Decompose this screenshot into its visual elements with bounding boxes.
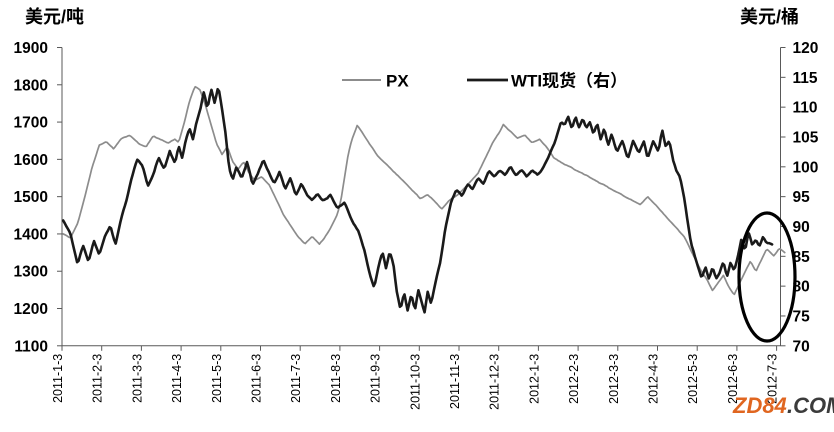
svg-text:2011-9-3: 2011-9-3 — [369, 354, 383, 403]
svg-text:2012-3-3: 2012-3-3 — [607, 354, 621, 404]
svg-text:2011-6-3: 2011-6-3 — [250, 354, 264, 403]
svg-text:1800: 1800 — [14, 77, 48, 94]
svg-text:1700: 1700 — [14, 115, 48, 132]
svg-text:.COM: .COM — [787, 393, 834, 418]
svg-text:2011-3-3: 2011-3-3 — [130, 354, 144, 403]
svg-text:2011-5-3: 2011-5-3 — [210, 354, 224, 403]
svg-text:2011-11-3: 2011-11-3 — [448, 354, 462, 409]
svg-text:2011-4-3: 2011-4-3 — [170, 354, 184, 403]
svg-text:75: 75 — [793, 308, 811, 325]
svg-text:100: 100 — [793, 159, 819, 176]
svg-text:120: 120 — [793, 40, 819, 57]
svg-text:PX: PX — [386, 72, 409, 91]
svg-text:95: 95 — [793, 189, 811, 206]
svg-text:美元/桶: 美元/桶 — [740, 6, 799, 27]
svg-text:WTI现货（右）: WTI现货（右） — [511, 71, 627, 91]
svg-text:1100: 1100 — [14, 338, 48, 355]
svg-text:2012-4-3: 2012-4-3 — [647, 354, 661, 404]
svg-text:2012-2-3: 2012-2-3 — [567, 354, 581, 404]
svg-text:1600: 1600 — [14, 152, 48, 169]
svg-text:90: 90 — [793, 219, 810, 236]
svg-text:2011-1-3: 2011-1-3 — [51, 354, 65, 403]
svg-text:1500: 1500 — [14, 189, 48, 206]
svg-text:ZD84: ZD84 — [732, 393, 787, 418]
svg-text:110: 110 — [793, 100, 818, 117]
svg-text:1400: 1400 — [14, 226, 48, 243]
svg-text:115: 115 — [793, 70, 818, 87]
svg-text:美元/吨: 美元/吨 — [25, 6, 84, 27]
svg-text:1300: 1300 — [14, 264, 48, 281]
svg-text:2011-12-3: 2011-12-3 — [488, 354, 502, 410]
svg-text:1900: 1900 — [14, 40, 48, 57]
svg-text:2012-5-3: 2012-5-3 — [686, 354, 700, 404]
svg-text:2011-7-3: 2011-7-3 — [289, 354, 303, 403]
svg-text:2011-10-3: 2011-10-3 — [408, 354, 422, 410]
svg-text:1200: 1200 — [14, 301, 48, 318]
svg-text:2012-1-3: 2012-1-3 — [527, 354, 541, 404]
svg-text:2011-2-3: 2011-2-3 — [91, 354, 105, 403]
svg-text:105: 105 — [793, 129, 819, 146]
svg-text:70: 70 — [793, 338, 810, 355]
svg-text:2011-8-3: 2011-8-3 — [329, 354, 343, 403]
